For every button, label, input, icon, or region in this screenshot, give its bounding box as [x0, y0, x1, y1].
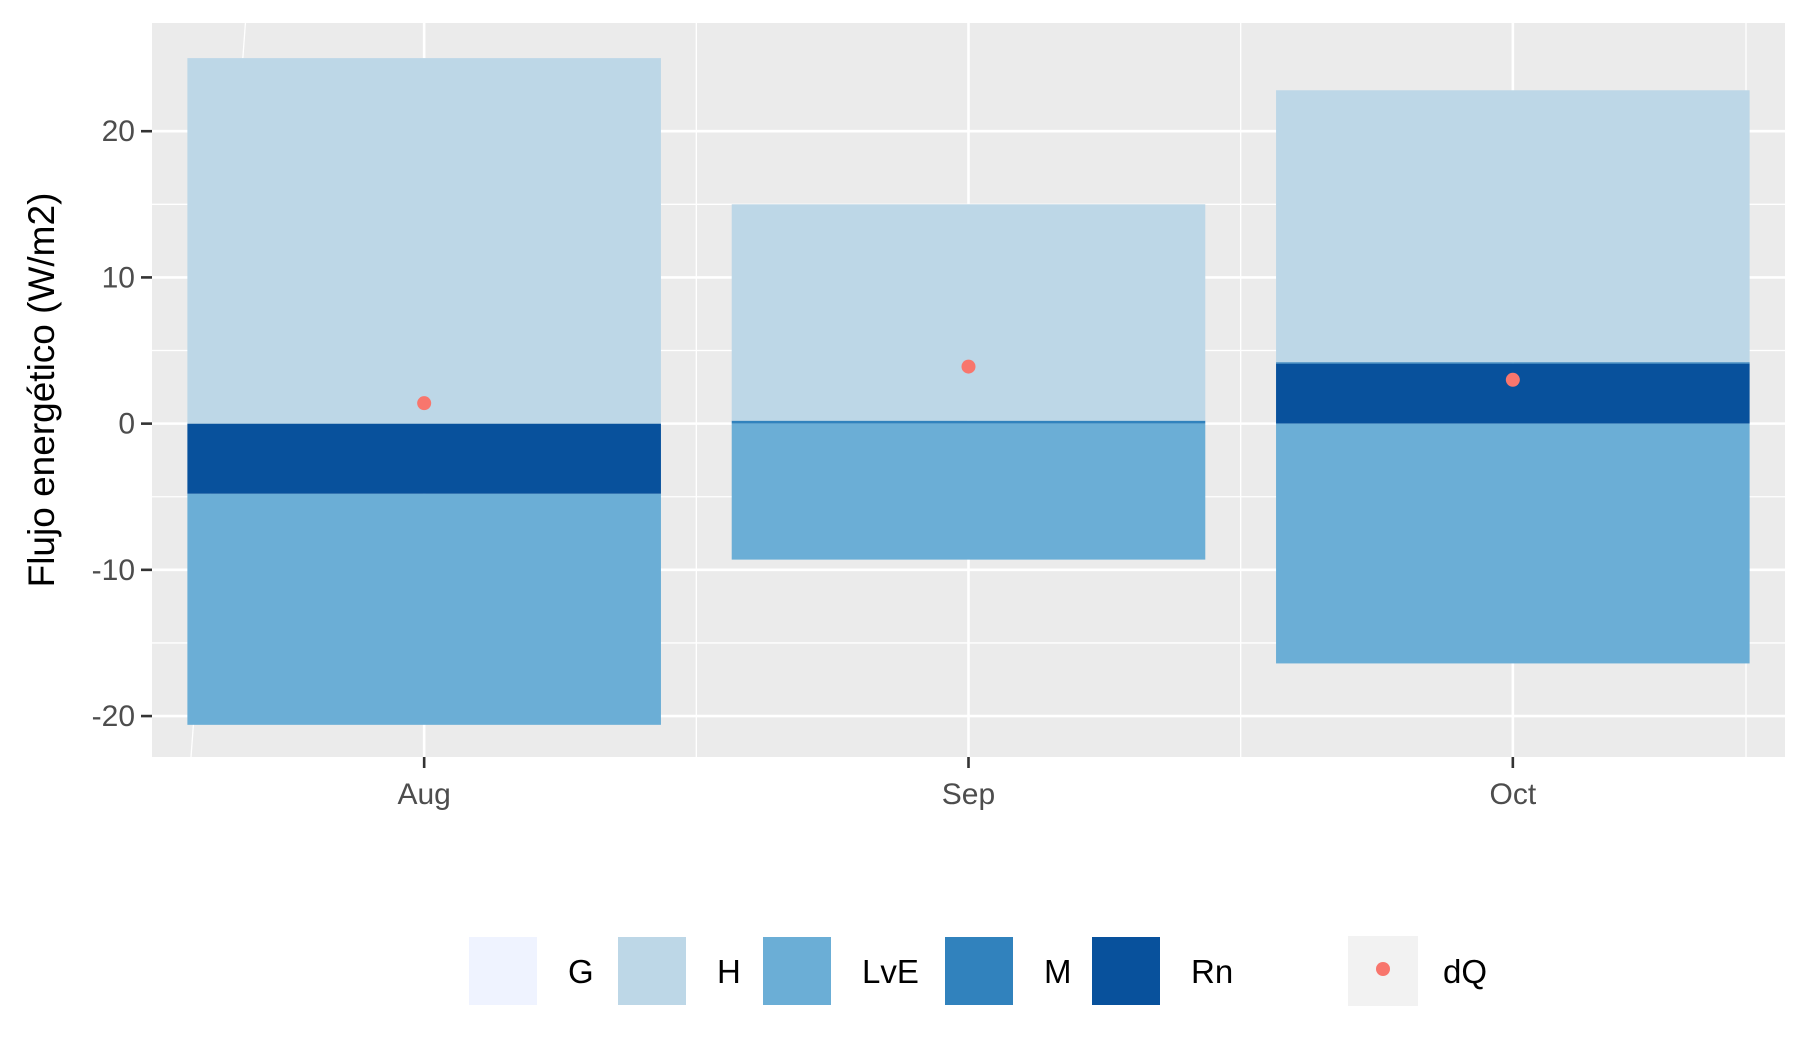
- legend-label-g: G: [568, 953, 594, 990]
- legend-key-m: [943, 935, 1015, 1007]
- legend-label-dq: dQ: [1443, 953, 1487, 990]
- point-dq-sep: [961, 359, 976, 374]
- bar-m-oct: [1276, 362, 1750, 364]
- y-tick-label: 0: [118, 408, 135, 441]
- bar-m-sep: [731, 420, 1206, 424]
- x-axis: Aug Sep Oct: [397, 757, 1537, 811]
- bar-rn-aug: [187, 423, 661, 494]
- legend-key-g: [467, 935, 539, 1007]
- y-tick-label: 10: [102, 261, 135, 294]
- legend-label-rn: Rn: [1191, 953, 1233, 990]
- x-tick-label: Oct: [1489, 778, 1536, 811]
- y-axis-title: Flujo energético (W/m2): [21, 193, 62, 588]
- bar-lve-oct: [1276, 423, 1750, 664]
- legend-label-lve: LvE: [862, 953, 919, 990]
- bar-h-oct: [1276, 90, 1750, 363]
- bar-h-sep: [731, 204, 1206, 421]
- legend-key-lve: [761, 935, 833, 1007]
- legend-key-h: [616, 935, 688, 1007]
- point-dq-oct: [1505, 372, 1520, 387]
- legend-label-h: H: [717, 953, 741, 990]
- legend-key-rn: [1090, 935, 1162, 1007]
- legend-label-m: M: [1044, 953, 1072, 990]
- dq-points: [417, 359, 1520, 411]
- y-axis: -20 -10 0 10 20: [92, 115, 152, 733]
- x-tick-label: Sep: [942, 778, 995, 811]
- x-tick-label: Aug: [397, 778, 450, 811]
- legend-point-dq: [1376, 962, 1390, 976]
- point-dq-aug: [417, 396, 432, 411]
- bar-lve-sep: [731, 423, 1206, 560]
- y-tick-label: 20: [102, 115, 135, 148]
- legend: G H LvE M Rn dQ: [467, 935, 1487, 1007]
- bar-lve-aug: [187, 493, 661, 725]
- y-tick-label: -20: [92, 700, 135, 733]
- bar-stacks: [187, 58, 1750, 725]
- bar-h-aug: [187, 58, 661, 424]
- bar-rn-oct: [1276, 363, 1750, 424]
- y-tick-label: -10: [92, 554, 135, 587]
